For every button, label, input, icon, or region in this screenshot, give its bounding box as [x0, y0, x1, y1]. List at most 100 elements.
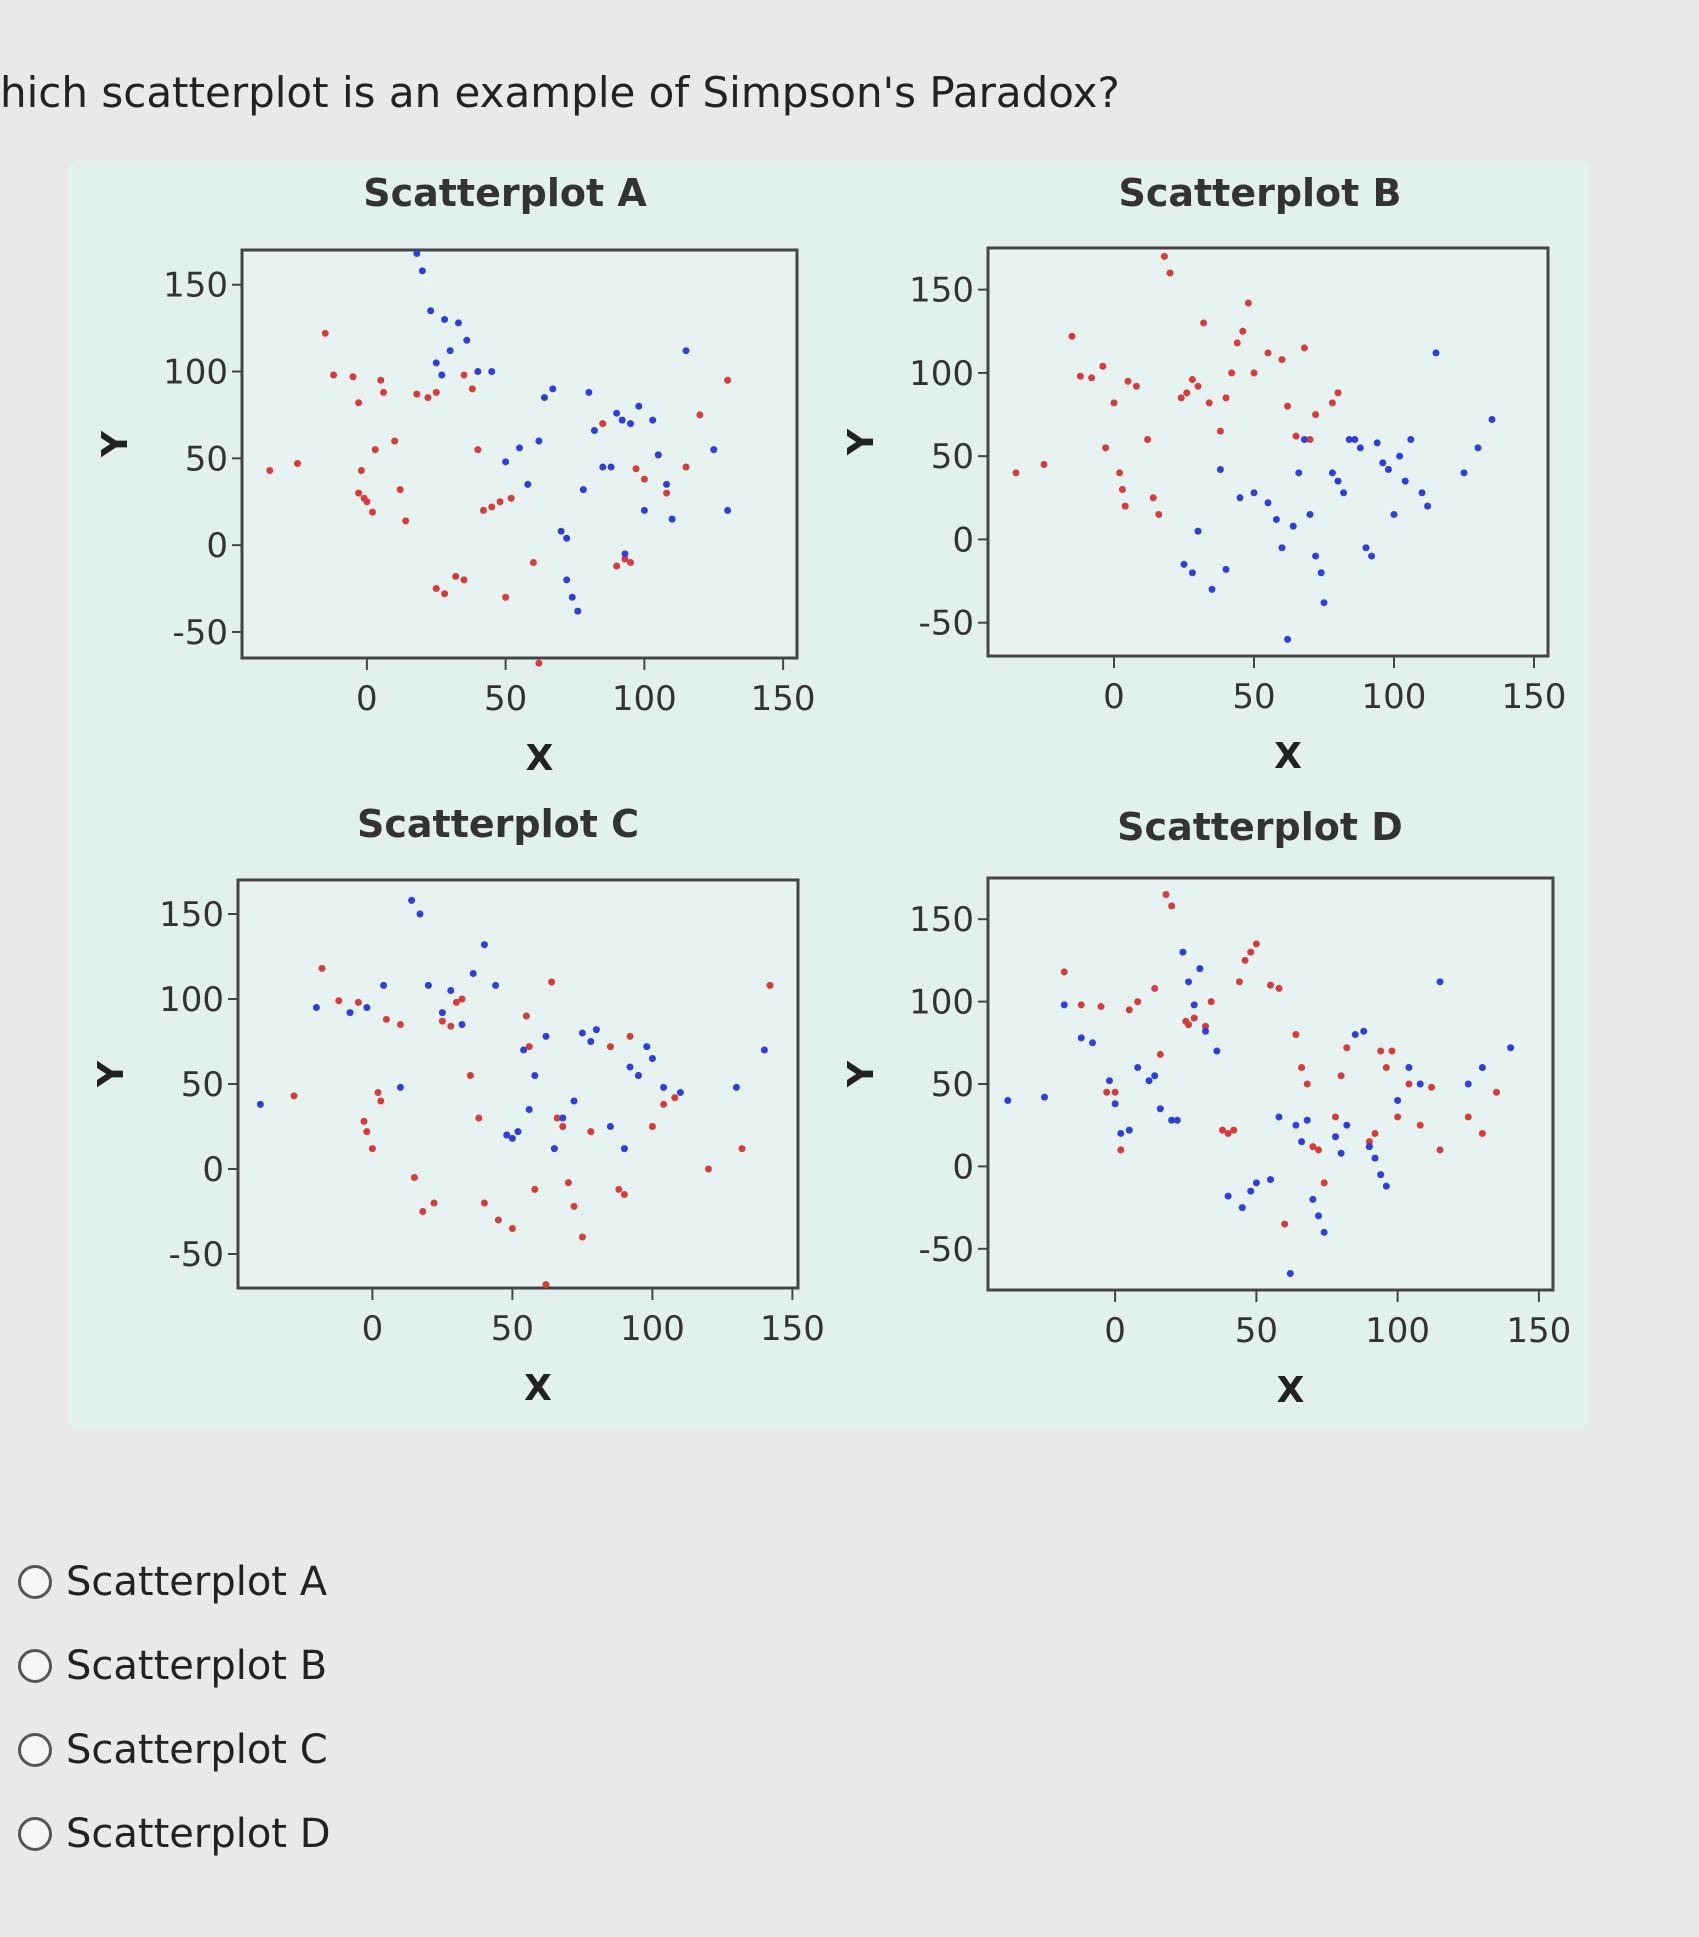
red-data-point	[1168, 902, 1176, 910]
red-data-point	[1281, 1220, 1289, 1228]
blue-data-point	[1328, 469, 1336, 477]
blue-data-point	[627, 420, 634, 428]
red-data-point	[371, 446, 379, 454]
blue-data-point	[441, 315, 449, 323]
red-data-point	[380, 388, 388, 396]
option-scatterplot-d[interactable]: Scatterplot D	[18, 1792, 331, 1876]
option-label: Scatterplot A	[66, 1559, 328, 1605]
red-data-point	[1436, 1146, 1444, 1154]
blue-data-point	[579, 486, 587, 494]
red-data-point	[502, 593, 510, 601]
blue-data-point	[1151, 1072, 1159, 1080]
chart-title: Scatterplot A	[363, 171, 647, 215]
red-data-point	[1371, 1129, 1379, 1137]
red-data-point	[335, 997, 343, 1005]
red-data-point	[671, 1094, 679, 1102]
red-data-point	[660, 1100, 668, 1108]
red-data-point	[1416, 1121, 1424, 1129]
red-data-point	[447, 1022, 455, 1030]
blue-data-point	[607, 463, 615, 471]
red-data-point	[1134, 998, 1142, 1006]
option-label: Scatterplot D	[66, 1811, 331, 1857]
red-data-point	[1188, 376, 1196, 384]
chart-title: Scatterplot B	[1118, 171, 1401, 215]
radio-button[interactable]	[18, 1817, 52, 1851]
x-tick-label: 150	[1502, 677, 1567, 717]
blue-data-point	[1185, 978, 1193, 986]
option-scatterplot-a[interactable]: Scatterplot A	[18, 1540, 331, 1624]
blue-data-point	[480, 941, 488, 949]
blue-data-point	[682, 347, 690, 355]
chart-title: Scatterplot C	[357, 802, 639, 846]
y-tick-label: 50	[181, 1065, 224, 1105]
radio-button[interactable]	[18, 1733, 52, 1767]
red-data-point	[1278, 356, 1286, 364]
red-data-point	[424, 394, 432, 402]
y-tick-label: -50	[168, 1235, 224, 1275]
radio-button[interactable]	[18, 1649, 52, 1683]
red-data-point	[627, 559, 634, 567]
red-data-point	[1228, 369, 1236, 377]
red-data-point	[522, 1012, 530, 1020]
blue-data-point	[1222, 565, 1230, 573]
red-data-point	[1306, 436, 1314, 444]
red-data-point	[1205, 399, 1213, 407]
blue-data-point	[438, 1009, 446, 1017]
red-data-point	[559, 1123, 567, 1130]
red-data-point	[1388, 1047, 1396, 1055]
red-data-point	[410, 1174, 418, 1181]
red-data-point	[1230, 1126, 1238, 1134]
y-tick-label: 150	[163, 266, 228, 306]
blue-data-point	[1460, 469, 1468, 477]
blue-data-point	[1089, 1039, 1097, 1047]
blue-data-point	[620, 1145, 628, 1153]
blue-data-point	[408, 896, 416, 904]
red-data-point	[1151, 984, 1159, 992]
red-data-point	[1233, 339, 1241, 347]
red-data-point	[1320, 1179, 1328, 1187]
red-data-point	[355, 399, 363, 407]
option-scatterplot-b[interactable]: Scatterplot B	[18, 1624, 331, 1708]
blue-data-point	[1432, 349, 1440, 357]
blue-data-point	[1272, 515, 1280, 523]
blue-data-point	[621, 550, 629, 558]
blue-data-point	[1300, 436, 1308, 444]
blue-data-point	[1238, 1204, 1246, 1212]
blue-data-point	[1382, 1182, 1390, 1190]
blue-data-point	[1340, 489, 1348, 497]
blue-data-point	[618, 416, 626, 424]
blue-data-point	[606, 1123, 614, 1130]
red-data-point	[1300, 344, 1308, 352]
blue-data-point	[1041, 1093, 1048, 1101]
y-axis-label: Y	[841, 428, 882, 456]
red-data-point	[508, 1225, 516, 1232]
blue-data-point	[1396, 452, 1404, 460]
option-scatterplot-c[interactable]: Scatterplot C	[18, 1708, 331, 1792]
blue-data-point	[1478, 1064, 1486, 1072]
red-data-point	[479, 506, 487, 514]
blue-data-point	[1077, 1034, 1085, 1042]
blue-data-point	[1224, 1192, 1232, 1200]
red-data-point	[1394, 1113, 1402, 1121]
y-tick-label: 0	[206, 526, 228, 566]
red-data-point	[578, 1233, 586, 1241]
red-data-point	[1077, 1001, 1085, 1009]
blue-data-point	[525, 1106, 533, 1113]
red-data-point	[1478, 1129, 1486, 1137]
red-data-point	[535, 659, 543, 667]
blue-data-point	[1252, 1179, 1260, 1187]
red-data-point	[1241, 956, 1249, 964]
red-data-point	[494, 1216, 502, 1224]
y-tick-label: 100	[159, 980, 224, 1020]
blue-data-point	[648, 1055, 656, 1062]
blue-data-point	[446, 347, 454, 355]
blue-data-point	[1315, 1212, 1323, 1220]
blue-data-point	[1213, 1047, 1221, 1055]
blue-data-point	[488, 368, 496, 376]
red-data-point	[724, 376, 732, 384]
radio-button[interactable]	[18, 1565, 52, 1599]
blue-data-point	[587, 1038, 595, 1045]
blue-data-point	[1275, 1113, 1283, 1121]
blue-data-point	[1345, 436, 1353, 444]
red-data-point	[648, 1123, 656, 1130]
